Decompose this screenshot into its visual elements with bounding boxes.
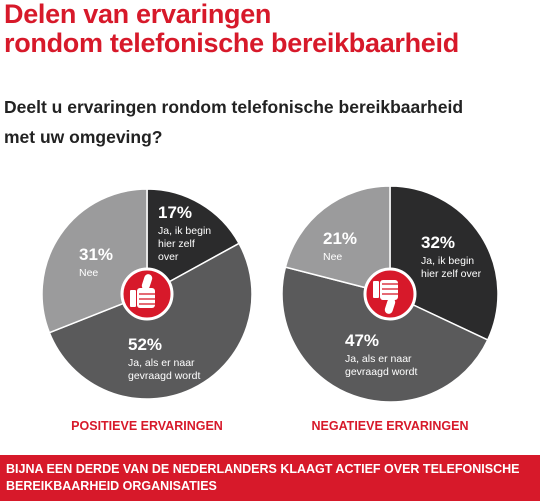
negative-slice-2 <box>284 185 391 295</box>
thumb-part <box>384 298 396 314</box>
fist-part <box>137 288 155 308</box>
positive-slice-0 <box>146 188 241 296</box>
negative-slice-1 <box>281 266 489 403</box>
positive-slice-2-value: 31% <box>79 245 113 264</box>
negative-slice-1-label-0: Ja, als er naar <box>345 353 412 365</box>
positive-slice-0-label-1: hier zelf <box>158 238 195 250</box>
positive-chart-title: POSITIEVE ERVARINGEN <box>71 419 223 433</box>
negative-chart-title: NEGATIEVE ERVARINGEN <box>312 419 469 433</box>
cuff-part <box>373 281 379 298</box>
positive-slice-1 <box>48 242 253 400</box>
negative-slice-0-label-1: hier zelf over <box>421 268 482 280</box>
footer-line-1: BIJNA EEN DERDE VAN DE NEDERLANDERS KLAA… <box>6 462 520 476</box>
negative-slice-2-value: 21% <box>323 229 357 248</box>
negative-slice-0-label-0: Ja, ik begin <box>421 255 474 267</box>
cuff-part <box>130 290 136 307</box>
survey-question: Deelt u ervaringen rondom telefonische b… <box>4 92 463 152</box>
negative-slice-2-label-0: Nee <box>323 251 342 263</box>
negative-slice-1-value: 47% <box>345 331 379 350</box>
positive-slice-1-label-1: gevraagd wordt <box>128 370 200 382</box>
question-line-1: Deelt u ervaringen rondom telefonische b… <box>4 97 464 117</box>
thumbs-down-icon <box>363 267 417 321</box>
positive-slice-0-value: 17% <box>158 203 192 222</box>
positive-slice-2-label-0: Nee <box>79 267 98 279</box>
positive-slice-0-label-2: over <box>158 251 179 263</box>
negative-slice-0-value: 32% <box>421 233 455 252</box>
title-line-1: Delen van ervaringen <box>4 0 272 29</box>
positive-slice-0-label-0: Ja, ik begin <box>158 225 211 237</box>
positive-slice-1-value: 52% <box>128 335 162 354</box>
footer-line-2: BEREIKBAARHEID ORGANISATIES <box>6 479 217 493</box>
title-line-2: rondom telefonische bereikbaarheid <box>4 28 459 58</box>
question-line-2: met uw omgeving? <box>4 127 163 147</box>
positive-slice-1-label-0: Ja, als er naar <box>128 357 195 369</box>
page-title: Delen van ervaringen rondom telefonische… <box>4 0 459 58</box>
footer-banner: BIJNA EEN DERDE VAN DE NEDERLANDERS KLAA… <box>0 455 540 501</box>
fist-part <box>380 280 398 300</box>
negative-slice-0 <box>389 185 499 341</box>
thumb-part <box>141 274 153 290</box>
thumbs-up-icon <box>120 267 174 321</box>
negative-slice-1-label-1: gevraagd wordt <box>345 366 417 378</box>
